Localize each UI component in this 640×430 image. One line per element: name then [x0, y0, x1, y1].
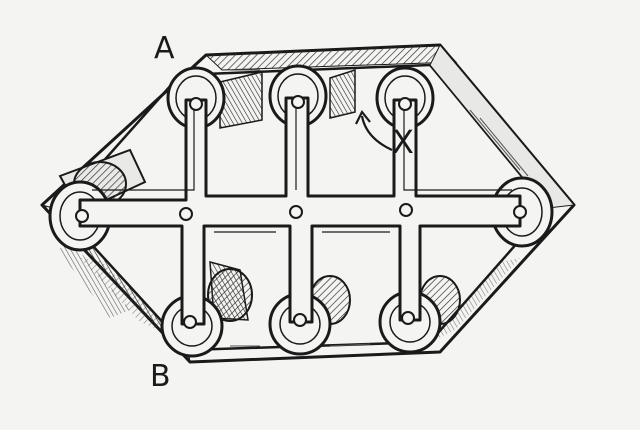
rotation-arrow	[355, 109, 393, 151]
pivot-bolts	[75, 95, 527, 329]
label-x: X	[392, 123, 414, 161]
label-a: A	[154, 31, 175, 66]
shading-strokes	[230, 69, 529, 347]
label-b: B	[150, 359, 171, 394]
